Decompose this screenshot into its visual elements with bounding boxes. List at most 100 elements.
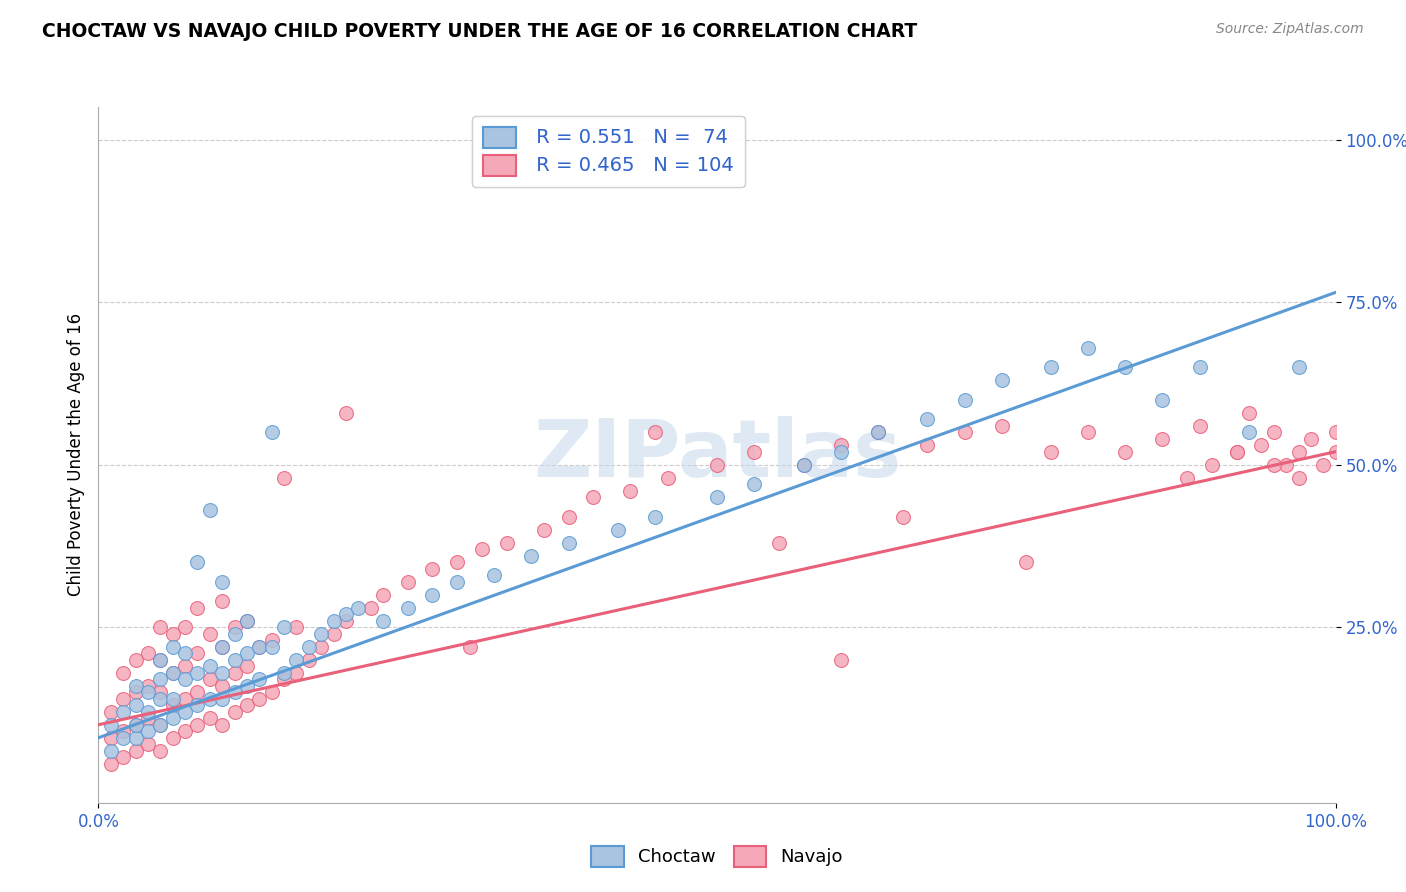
Text: CHOCTAW VS NAVAJO CHILD POVERTY UNDER THE AGE OF 16 CORRELATION CHART: CHOCTAW VS NAVAJO CHILD POVERTY UNDER TH…	[42, 22, 918, 41]
Point	[557, 535, 579, 549]
Point	[186, 600, 208, 615]
Point	[285, 620, 308, 634]
Point	[174, 672, 197, 686]
Point	[236, 679, 259, 693]
Point	[298, 640, 321, 654]
Point	[224, 685, 246, 699]
Point	[1188, 360, 1211, 375]
Point	[211, 691, 233, 706]
Point	[136, 679, 159, 693]
Point	[149, 744, 172, 758]
Point	[174, 705, 197, 719]
Point	[484, 568, 506, 582]
Point	[1226, 444, 1249, 458]
Point	[149, 718, 172, 732]
Point	[422, 562, 444, 576]
Point	[100, 744, 122, 758]
Point	[136, 737, 159, 751]
Point	[1077, 425, 1099, 439]
Point	[136, 724, 159, 739]
Point	[136, 711, 159, 725]
Point	[198, 626, 221, 640]
Point	[247, 640, 270, 654]
Point	[285, 653, 308, 667]
Point	[953, 425, 976, 439]
Point	[174, 620, 197, 634]
Point	[124, 679, 146, 693]
Point	[136, 685, 159, 699]
Point	[298, 653, 321, 667]
Legend:  R = 0.551   N =  74,  R = 0.465   N = 104: R = 0.551 N = 74, R = 0.465 N = 104	[472, 116, 745, 186]
Point	[236, 614, 259, 628]
Point	[236, 614, 259, 628]
Point	[1250, 438, 1272, 452]
Point	[211, 574, 233, 589]
Point	[644, 509, 666, 524]
Point	[236, 659, 259, 673]
Point	[260, 640, 283, 654]
Point	[100, 705, 122, 719]
Point	[186, 555, 208, 569]
Legend: Choctaw, Navajo: Choctaw, Navajo	[583, 838, 851, 874]
Point	[112, 665, 135, 680]
Point	[149, 653, 172, 667]
Point	[174, 724, 197, 739]
Point	[917, 438, 939, 452]
Point	[458, 640, 481, 654]
Point	[100, 718, 122, 732]
Point	[1288, 444, 1310, 458]
Point	[1152, 392, 1174, 407]
Point	[174, 646, 197, 660]
Point	[224, 665, 246, 680]
Point	[186, 665, 208, 680]
Point	[1201, 458, 1223, 472]
Point	[1226, 444, 1249, 458]
Point	[273, 471, 295, 485]
Point	[162, 731, 184, 745]
Point	[866, 425, 889, 439]
Point	[211, 718, 233, 732]
Point	[149, 620, 172, 634]
Point	[162, 626, 184, 640]
Point	[198, 659, 221, 673]
Point	[335, 406, 357, 420]
Point	[422, 588, 444, 602]
Point	[1114, 444, 1136, 458]
Point	[830, 438, 852, 452]
Point	[1040, 444, 1063, 458]
Point	[260, 425, 283, 439]
Point	[495, 535, 517, 549]
Point	[1114, 360, 1136, 375]
Y-axis label: Child Poverty Under the Age of 16: Child Poverty Under the Age of 16	[66, 313, 84, 597]
Point	[174, 691, 197, 706]
Point	[273, 620, 295, 634]
Point	[768, 535, 790, 549]
Point	[446, 555, 468, 569]
Point	[520, 549, 543, 563]
Point	[100, 756, 122, 771]
Point	[830, 653, 852, 667]
Point	[990, 418, 1012, 433]
Point	[211, 679, 233, 693]
Point	[247, 672, 270, 686]
Point	[124, 685, 146, 699]
Point	[273, 672, 295, 686]
Point	[224, 653, 246, 667]
Point	[174, 659, 197, 673]
Point	[149, 691, 172, 706]
Point	[1015, 555, 1038, 569]
Point	[917, 412, 939, 426]
Point	[1324, 425, 1347, 439]
Point	[186, 685, 208, 699]
Point	[149, 718, 172, 732]
Point	[162, 640, 184, 654]
Point	[1263, 458, 1285, 472]
Point	[1324, 444, 1347, 458]
Point	[124, 653, 146, 667]
Point	[1040, 360, 1063, 375]
Point	[309, 640, 332, 654]
Point	[211, 665, 233, 680]
Point	[198, 672, 221, 686]
Point	[124, 698, 146, 713]
Point	[706, 490, 728, 504]
